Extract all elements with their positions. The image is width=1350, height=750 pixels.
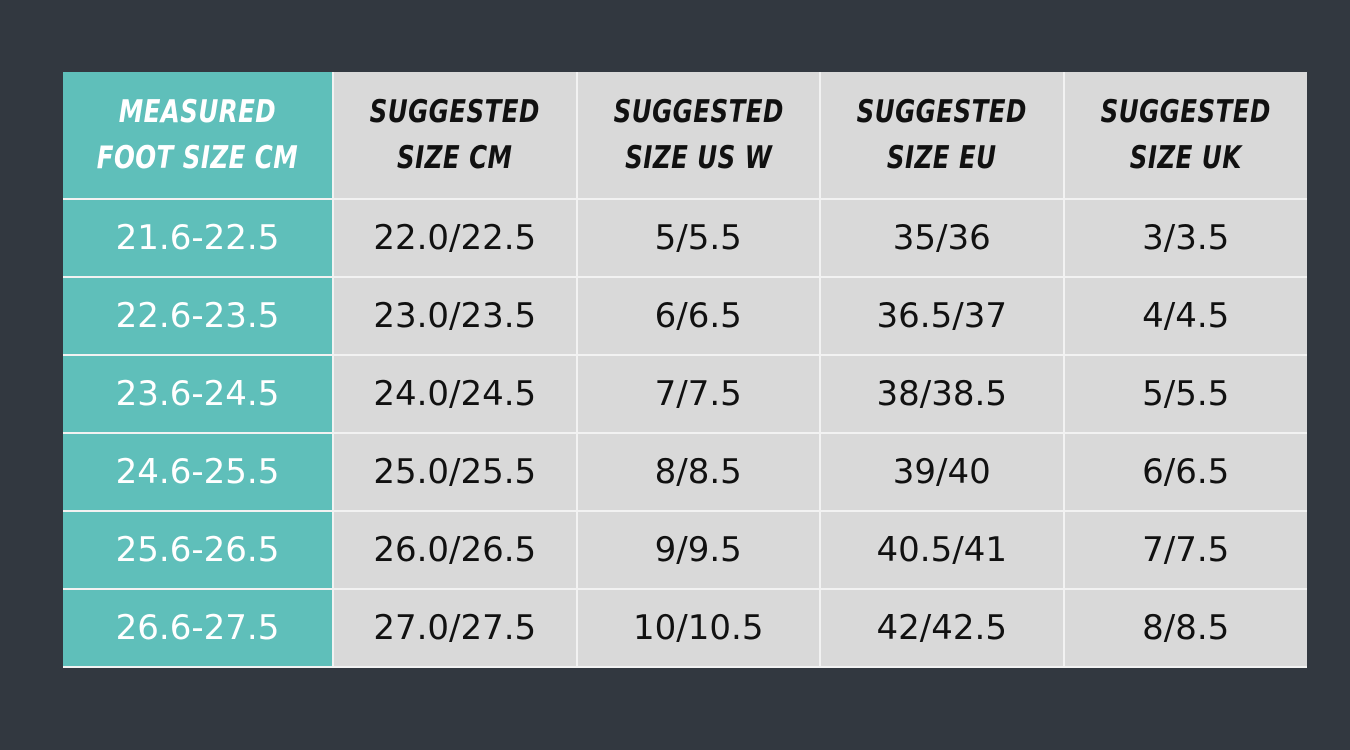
cell-measured-foot-size: 25.6-26.5 [63, 510, 334, 590]
header-suggested-size-us-w: SUGGESTED SIZE US W [575, 72, 821, 200]
cell-suggested-size-eu: 35/36 [819, 198, 1065, 278]
table-row: 24.6-25.5 25.0/25.5 8/8.5 39/40 6/6.5 [63, 432, 1307, 512]
header-text: SUGGESTED SIZE EU [856, 94, 1027, 176]
cell-suggested-size-cm: 25.0/25.5 [332, 432, 578, 512]
cell-suggested-size-us-w: 9/9.5 [575, 510, 821, 590]
size-chart-table: MEASURED FOOT SIZE CM SUGGESTED SIZE CM … [63, 72, 1307, 668]
cell-measured-foot-size: 26.6-27.5 [63, 588, 334, 668]
cell-suggested-size-uk: 3/3.5 [1062, 198, 1307, 278]
cell-suggested-size-eu: 38/38.5 [819, 354, 1065, 434]
cell-suggested-size-cm: 27.0/27.5 [332, 588, 578, 668]
cell-suggested-size-us-w: 7/7.5 [575, 354, 821, 434]
table-row: 21.6-22.5 22.0/22.5 5/5.5 35/36 3/3.5 [63, 198, 1307, 278]
cell-suggested-size-us-w: 10/10.5 [575, 588, 821, 668]
header-suggested-size-cm: SUGGESTED SIZE CM [332, 72, 578, 200]
cell-suggested-size-cm: 26.0/26.5 [332, 510, 578, 590]
cell-suggested-size-uk: 6/6.5 [1062, 432, 1307, 512]
cell-measured-foot-size: 22.6-23.5 [63, 276, 334, 356]
cell-suggested-size-uk: 4/4.5 [1062, 276, 1307, 356]
header-text: SUGGESTED SIZE US W [613, 94, 784, 176]
cell-suggested-size-cm: 23.0/23.5 [332, 276, 578, 356]
header-row: MEASURED FOOT SIZE CM SUGGESTED SIZE CM … [63, 72, 1307, 200]
cell-measured-foot-size: 23.6-24.5 [63, 354, 334, 434]
cell-suggested-size-cm: 24.0/24.5 [332, 354, 578, 434]
header-text: MEASURED FOOT SIZE CM [96, 94, 299, 176]
cell-suggested-size-cm: 22.0/22.5 [332, 198, 578, 278]
header-suggested-size-eu: SUGGESTED SIZE EU [819, 72, 1065, 200]
cell-suggested-size-us-w: 8/8.5 [575, 432, 821, 512]
cell-suggested-size-us-w: 5/5.5 [575, 198, 821, 278]
header-measured-foot-size: MEASURED FOOT SIZE CM [63, 72, 334, 200]
table-row: 22.6-23.5 23.0/23.5 6/6.5 36.5/37 4/4.5 [63, 276, 1307, 356]
header-text: SUGGESTED SIZE CM [369, 94, 540, 176]
cell-suggested-size-eu: 42/42.5 [819, 588, 1065, 668]
cell-suggested-size-eu: 36.5/37 [819, 276, 1065, 356]
cell-suggested-size-uk: 5/5.5 [1062, 354, 1307, 434]
header-suggested-size-uk: SUGGESTED SIZE UK [1062, 72, 1307, 200]
cell-suggested-size-uk: 8/8.5 [1062, 588, 1307, 668]
cell-suggested-size-us-w: 6/6.5 [575, 276, 821, 356]
table-row: 23.6-24.5 24.0/24.5 7/7.5 38/38.5 5/5.5 [63, 354, 1307, 434]
table-row: 26.6-27.5 27.0/27.5 10/10.5 42/42.5 8/8.5 [63, 588, 1307, 668]
cell-suggested-size-uk: 7/7.5 [1062, 510, 1307, 590]
cell-measured-foot-size: 24.6-25.5 [63, 432, 334, 512]
table-row: 25.6-26.5 26.0/26.5 9/9.5 40.5/41 7/7.5 [63, 510, 1307, 590]
cell-measured-foot-size: 21.6-22.5 [63, 198, 334, 278]
cell-suggested-size-eu: 40.5/41 [819, 510, 1065, 590]
cell-suggested-size-eu: 39/40 [819, 432, 1065, 512]
header-text: SUGGESTED SIZE UK [1100, 94, 1271, 176]
